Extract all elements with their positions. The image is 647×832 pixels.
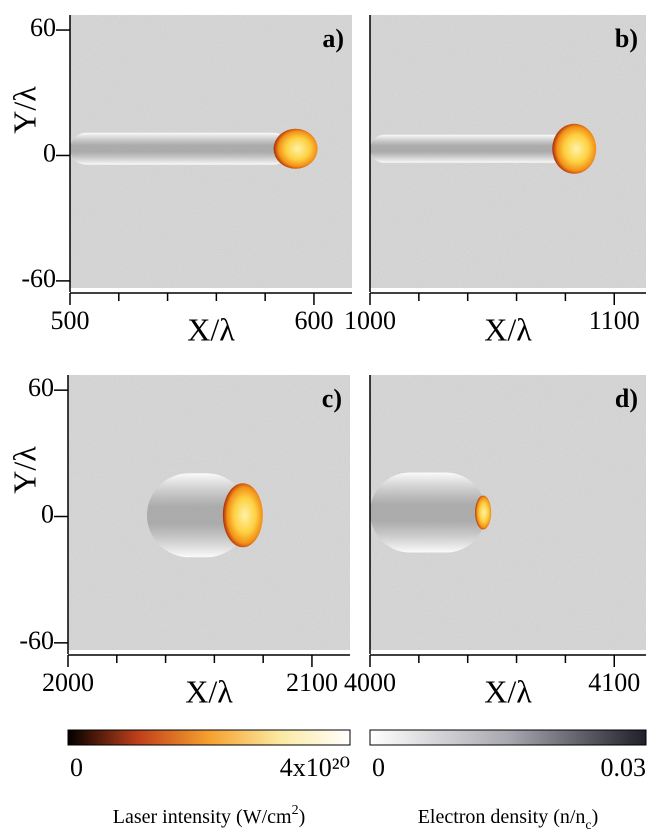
- y-tick-label: -60: [21, 264, 56, 293]
- colorbar-label-part: Laser intensity (W/cm: [113, 806, 292, 828]
- y-tick-label: 0: [43, 138, 56, 167]
- colorbar-label-part: c: [585, 818, 591, 832]
- panel: [370, 15, 646, 288]
- panel-label: c): [322, 384, 342, 413]
- panel-label: b): [615, 24, 638, 53]
- x-tick-label: 1100: [589, 306, 640, 335]
- y-axis-label: Y/λ: [6, 86, 42, 134]
- x-tick-label: 4100: [588, 668, 640, 697]
- laser-pulse: [273, 128, 318, 169]
- colorbar-label-part: ): [299, 806, 306, 828]
- colorbar: [369, 729, 647, 746]
- panel-label: d): [615, 384, 638, 413]
- colorbar-label: Electron density (n/nc): [418, 806, 599, 832]
- colorbar-label: Laser intensity (W/cm2): [113, 803, 306, 828]
- panel: [370, 375, 646, 650]
- laser-pulse: [222, 483, 263, 548]
- y-tick-label: 0: [41, 499, 54, 528]
- colorbar-tick-label: 4x10²⁰: [280, 753, 350, 782]
- x-tick-label: 1000: [344, 306, 396, 335]
- y-tick-label: -60: [19, 626, 54, 655]
- panel: [70, 15, 352, 288]
- x-axis-label: X/λ: [484, 311, 532, 347]
- x-tick-label: 500: [51, 306, 90, 335]
- y-axis-label: Y/λ: [6, 446, 42, 494]
- colorbar-tick-label: 0.03: [601, 753, 647, 782]
- x-tick-label: 600: [294, 306, 333, 335]
- x-tick-label: 2100: [286, 668, 338, 697]
- x-axis-label: X/λ: [484, 673, 532, 709]
- laser-pulse: [475, 495, 492, 530]
- colorbar-label-part: ): [592, 806, 599, 828]
- plasma-channel: [370, 134, 569, 163]
- panel: [68, 375, 350, 650]
- y-tick-label: 60: [30, 13, 56, 42]
- plasma-channel: [146, 473, 249, 558]
- x-axis-label: X/λ: [187, 311, 235, 347]
- plasma-channel: [370, 472, 486, 553]
- x-axis-label: X/λ: [185, 673, 233, 709]
- colorbar-label-part: Electron density (n/n: [418, 806, 586, 828]
- colorbar-tick-label: 0: [70, 753, 83, 782]
- colorbar: [67, 729, 351, 746]
- panel-label: a): [322, 24, 344, 53]
- laser-pulse: [552, 123, 597, 174]
- colorbar-tick-label: 0: [372, 753, 385, 782]
- y-tick-label: 60: [28, 373, 54, 402]
- x-tick-label: 2000: [42, 668, 94, 697]
- x-tick-label: 4000: [344, 668, 396, 697]
- plasma-channel: [70, 132, 290, 165]
- colorbar-label-part: 2: [292, 803, 299, 818]
